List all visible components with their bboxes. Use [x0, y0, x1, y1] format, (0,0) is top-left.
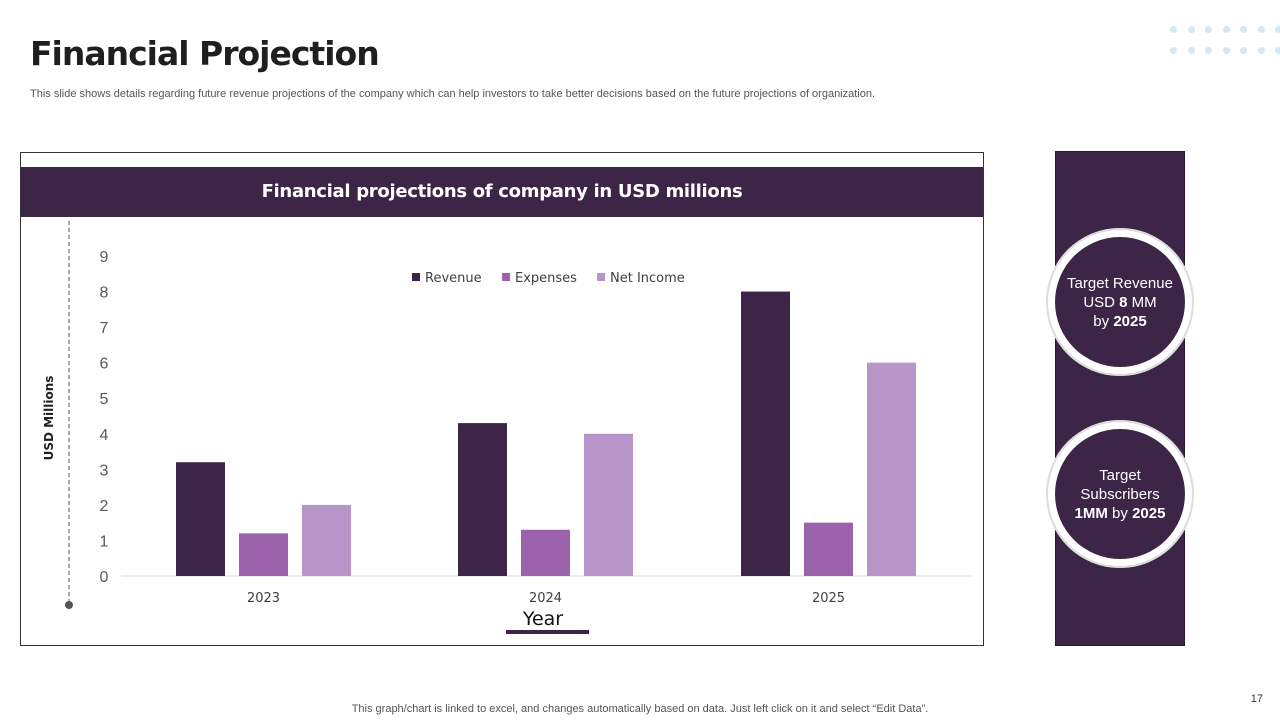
y-tick-label: 4 [100, 427, 109, 444]
decorative-dot [1187, 47, 1195, 54]
targets-panel [1055, 151, 1185, 646]
decorative-dot [1205, 47, 1212, 54]
target-revenue-by: by [1093, 312, 1114, 330]
y-tick-label: 6 [100, 356, 109, 373]
decorative-dot [1187, 26, 1195, 33]
y-axis-guide-dot [65, 601, 73, 609]
legend-label: Net Income [610, 271, 685, 286]
slide-subtitle: This slide shows details regarding futur… [30, 88, 876, 100]
page-number: 17 [1250, 693, 1263, 705]
target-subscribers-badge: Target Subscribers 1MM by 2025 [1046, 420, 1194, 568]
slide-title: Financial Projection [30, 34, 380, 73]
target-revenue-unit: MM [1127, 293, 1157, 311]
y-tick-label: 0 [100, 569, 109, 586]
decorative-dot [1275, 26, 1280, 33]
bar-net-income[interactable] [584, 433, 633, 576]
y-tick-label: 7 [100, 320, 109, 337]
bar-expenses[interactable] [239, 533, 288, 576]
y-tick-label: 8 [100, 285, 109, 302]
decorative-dot [1257, 47, 1265, 54]
target-subscribers-year: 2025 [1132, 504, 1166, 522]
bar-net-income[interactable] [867, 362, 916, 576]
bar-net-income[interactable] [302, 504, 351, 576]
footer-note: This graph/chart is linked to excel, and… [351, 703, 929, 715]
bar-revenue[interactable] [458, 423, 507, 576]
legend-swatch [597, 273, 605, 281]
x-tick-label: 2025 [812, 591, 845, 606]
y-axis-label: USD Millions [42, 376, 56, 461]
bar-revenue[interactable] [176, 462, 225, 576]
x-axis-label-underline [506, 630, 589, 634]
y-tick-label: 2 [100, 498, 109, 515]
y-tick-label: 3 [100, 462, 109, 479]
y-tick-label: 1 [100, 533, 109, 550]
legend-swatch [502, 273, 510, 281]
decorative-dots [1170, 26, 1280, 62]
bar-revenue[interactable] [741, 291, 790, 576]
bar-chart[interactable]: USD Millions 0 1 2 3 4 5 6 7 8 9 2023 2024 2025 Year Re… [21, 153, 983, 645]
decorative-dot [1222, 47, 1230, 54]
x-tick-label: 2023 [247, 591, 280, 606]
decorative-dot [1240, 26, 1247, 33]
chart-container[interactable]: Financial projections of company in USD … [20, 152, 984, 646]
chart-header: Financial projections of company in USD … [21, 167, 983, 217]
y-tick-label: 9 [100, 249, 109, 266]
target-revenue-badge: Target Revenue USD 8 MM by 2025 [1046, 228, 1194, 376]
decorative-dot [1275, 47, 1280, 54]
y-tick-label: 5 [100, 391, 109, 408]
target-revenue-year: 2025 [1113, 312, 1147, 330]
x-tick-label: 2024 [529, 591, 562, 606]
decorative-dot [1205, 26, 1212, 33]
target-revenue-line1: Target Revenue [1067, 274, 1173, 292]
decorative-dot [1222, 26, 1230, 33]
target-subscribers-line2: Subscribers [1080, 485, 1160, 503]
target-subscribers-line1: Target [1099, 466, 1141, 484]
target-revenue-prefix: USD [1083, 293, 1120, 311]
target-subscribers-circle: Target Subscribers 1MM by 2025 [1055, 429, 1185, 559]
decorative-dot [1170, 26, 1177, 33]
legend-swatch [412, 273, 420, 281]
target-revenue-value: 8 [1119, 293, 1128, 311]
bar-expenses[interactable] [804, 522, 853, 576]
target-subscribers-by: by [1107, 504, 1133, 522]
target-revenue-circle: Target Revenue USD 8 MM by 2025 [1055, 237, 1185, 367]
legend-label: Expenses [515, 271, 577, 286]
bar-expenses[interactable] [521, 529, 570, 576]
decorative-dot [1170, 47, 1177, 54]
target-subscribers-value: 1MM [1074, 504, 1108, 522]
legend-label: Revenue [425, 271, 482, 286]
decorative-dot [1257, 26, 1265, 33]
x-axis-label: Year [522, 608, 563, 630]
decorative-dot [1240, 47, 1247, 54]
